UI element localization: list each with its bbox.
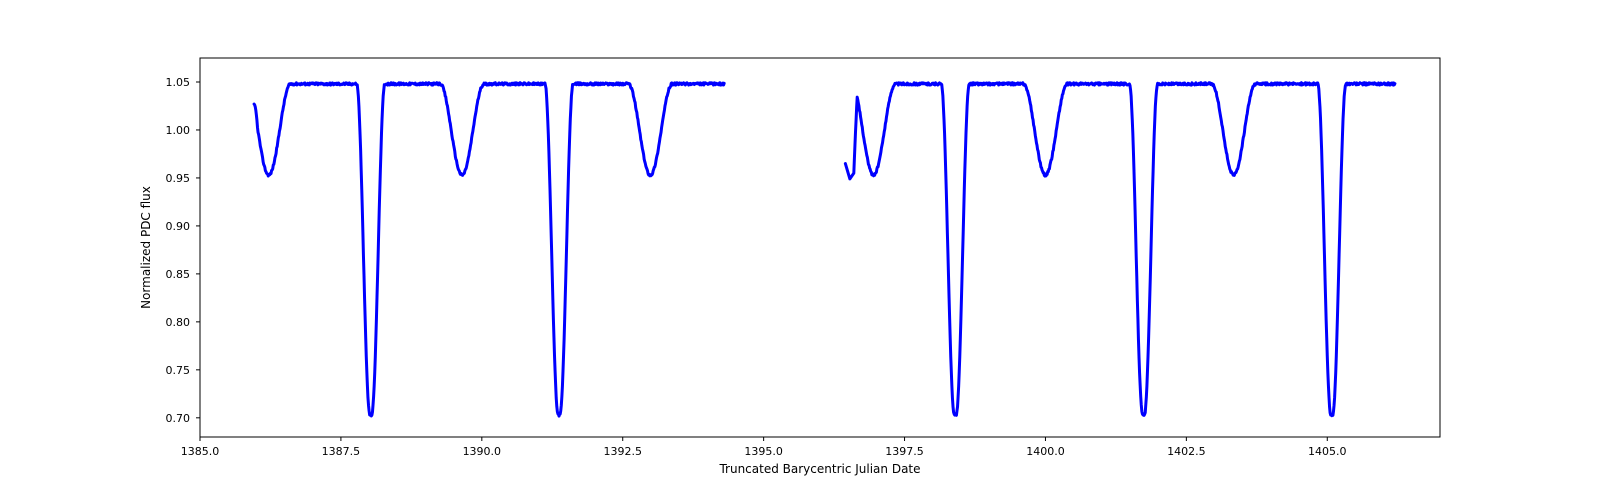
ytick-label: 0.75 (166, 364, 191, 377)
ytick-label: 0.90 (166, 220, 191, 233)
xtick-label: 1385.0 (181, 445, 220, 458)
xtick-label: 1387.5 (322, 445, 361, 458)
xtick-label: 1397.5 (885, 445, 924, 458)
ytick-label: 0.70 (166, 412, 191, 425)
xtick-label: 1392.5 (603, 445, 642, 458)
ytick-label: 0.85 (166, 268, 191, 281)
x-axis-label: Truncated Barycentric Julian Date (718, 462, 920, 476)
xtick-label: 1402.5 (1167, 445, 1206, 458)
light-curve-chart: 0.70 0.75 0.80 0.85 0.90 0.95 1.00 1.05 1385.0 13… (0, 0, 1600, 500)
xtick-label: 1400.0 (1026, 445, 1065, 458)
xtick-label: 1390.0 (463, 445, 502, 458)
ytick-label: 1.00 (166, 124, 191, 137)
ytick-label: 0.80 (166, 316, 191, 329)
chart-svg: 0.70 0.75 0.80 0.85 0.90 0.95 1.00 1.05 1385.0 13… (0, 0, 1600, 500)
xtick-label: 1405.0 (1308, 445, 1347, 458)
y-axis-label: Normalized PDC flux (139, 186, 153, 309)
ytick-label: 0.95 (166, 172, 191, 185)
xtick-label: 1395.0 (744, 445, 783, 458)
ytick-label: 1.05 (166, 76, 191, 89)
